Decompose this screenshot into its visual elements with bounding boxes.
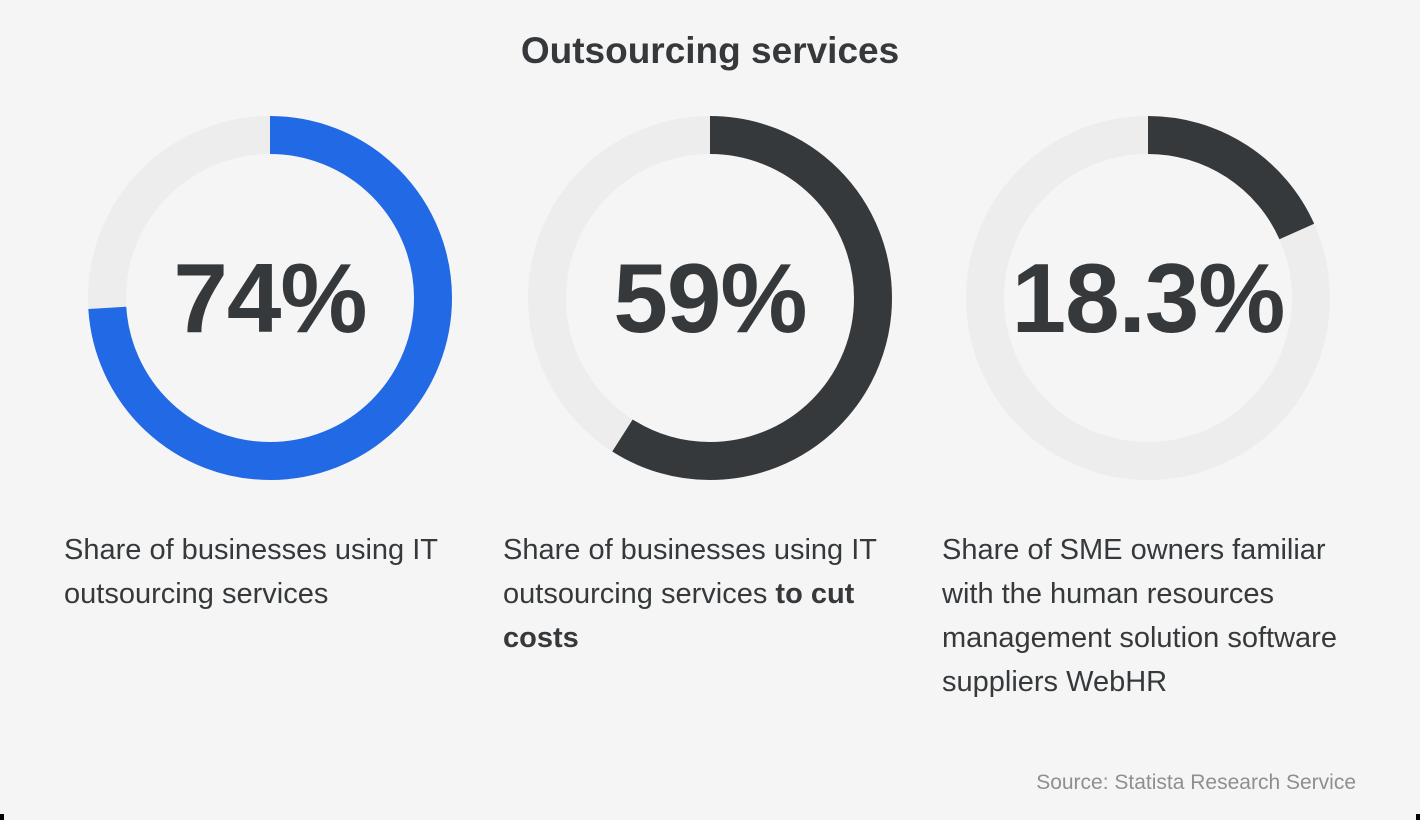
stat-value: 18.3% [1011, 242, 1286, 353]
stat-description: Share of SME owners familiar with the hu… [942, 528, 1342, 704]
donut-ring [958, 108, 1338, 488]
description-text: Share of businesses using IT outsourcing… [503, 534, 877, 610]
stat-description: Share of businesses using IT outsourcing… [64, 528, 474, 616]
donut-chart-18-3 [966, 116, 1330, 480]
donut-arc [528, 116, 892, 480]
description-text: Share of SME owners familiar with the hu… [942, 534, 1337, 698]
corner-mark [0, 814, 4, 820]
stat-value: 74% [173, 242, 367, 353]
donut-arc [966, 116, 1330, 480]
description-bold: to cut costs [503, 578, 855, 654]
stat-value: 59% [613, 242, 807, 353]
donut-chart-59 [528, 116, 892, 480]
corner-mark [1416, 814, 1420, 820]
chart-title: Outsourcing services [520, 30, 900, 71]
donut-ring [80, 108, 460, 488]
source-note: Source: Statista Research Service [1036, 771, 1356, 794]
donut-arc [88, 116, 452, 480]
stat-description: Share of businesses using IT outsourcing… [503, 528, 913, 660]
description-text: Share of businesses using IT outsourcing… [64, 534, 438, 610]
donut-chart-74 [88, 116, 452, 480]
donut-ring [520, 108, 900, 488]
